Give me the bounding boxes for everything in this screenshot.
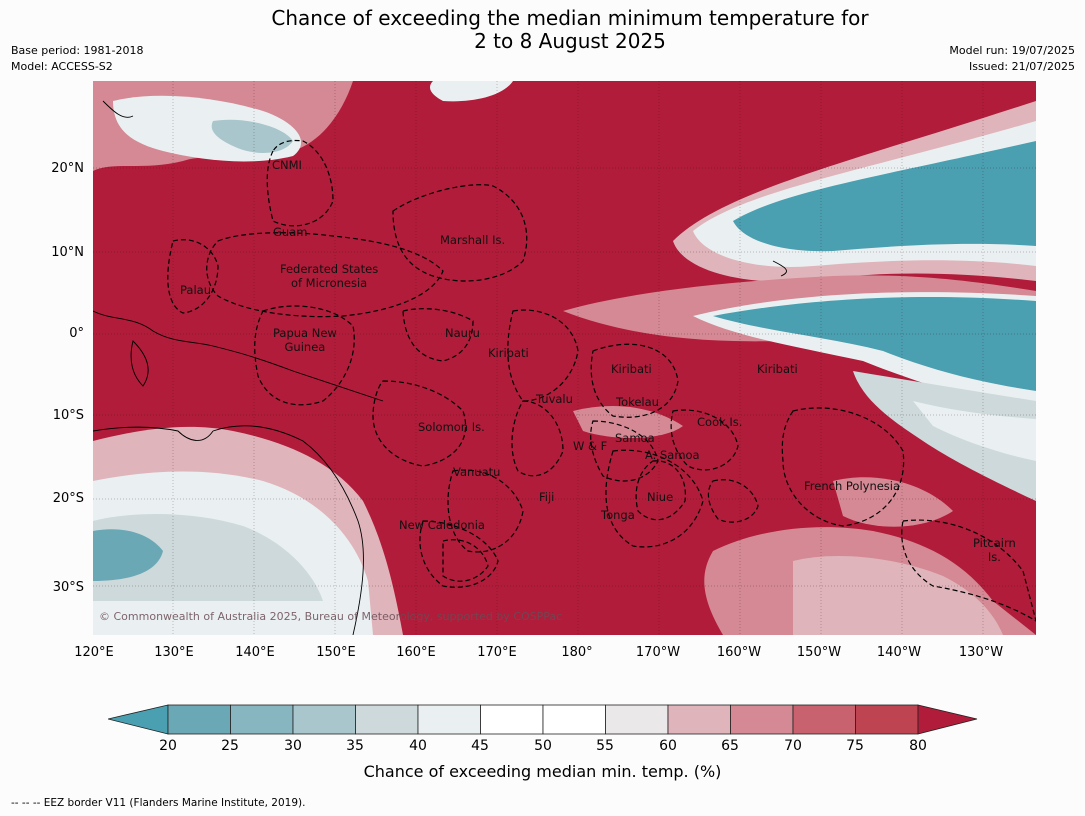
lon-label-160w: 160°W bbox=[716, 645, 762, 660]
colorbar-45-50 bbox=[480, 704, 544, 735]
colorbar-tick-25: 25 bbox=[221, 738, 239, 754]
lon-label-140e: 140°E bbox=[235, 645, 275, 660]
north-west-pacific-anomaly bbox=[93, 81, 513, 171]
lat-label-30s: 30°S bbox=[52, 580, 84, 595]
label-pitcairn: Pitcairn Is. bbox=[973, 536, 1016, 564]
label-vanuatu: Vanuatu bbox=[453, 465, 501, 479]
colorbar-tick-50: 50 bbox=[534, 738, 552, 754]
label-kiribati-east: Kiribati bbox=[757, 362, 798, 376]
colorbar-50-55 bbox=[542, 704, 606, 735]
label-pitcairn-line1: Pitcairn bbox=[973, 536, 1016, 550]
colorbar-tick-65: 65 bbox=[721, 738, 739, 754]
colorbar-tick-30: 30 bbox=[284, 738, 302, 754]
label-american-samoa: A. Samoa bbox=[645, 448, 700, 462]
colorbar-tick-70: 70 bbox=[784, 738, 802, 754]
eez-borders bbox=[167, 139, 1036, 622]
colorbar-55-60 bbox=[605, 704, 669, 735]
colorbar-tick-55: 55 bbox=[596, 738, 614, 754]
label-fiji: Fiji bbox=[539, 490, 555, 504]
colorbar-tick-80: 80 bbox=[909, 738, 927, 754]
colorbar-25-30 bbox=[230, 704, 294, 735]
lon-label-170w: 170°W bbox=[635, 645, 681, 660]
australia-anomaly bbox=[93, 426, 403, 635]
lon-label-130e: 130°E bbox=[154, 645, 194, 660]
label-fsm-line2: of Micronesia bbox=[290, 276, 368, 290]
label-guam: Guam bbox=[273, 225, 308, 239]
lon-label-130w: 130°W bbox=[958, 645, 1004, 660]
colorbar-tick-20: 20 bbox=[159, 738, 177, 754]
label-niue: Niue bbox=[647, 490, 674, 504]
label-fsm-line1: Federated States bbox=[280, 262, 379, 276]
label-png-line1: Papua New bbox=[273, 326, 337, 340]
lon-label-160e: 160°E bbox=[396, 645, 436, 660]
colorbar bbox=[108, 704, 978, 735]
lat-label-10s: 10°S bbox=[52, 408, 84, 423]
model-run: Model run: 19/07/2025 bbox=[949, 44, 1075, 57]
colorbar-65-70 bbox=[730, 704, 794, 735]
label-fsm: Federated States of Micronesia bbox=[280, 262, 378, 290]
label-kiribati-west: Kiribati bbox=[488, 346, 529, 360]
label-marshall: Marshall Is. bbox=[440, 233, 506, 247]
colorbar-75-80 bbox=[855, 704, 919, 735]
colorbar-40-45 bbox=[417, 704, 481, 735]
label-tokelau: Tokelau bbox=[616, 395, 659, 409]
label-png-line2: Guinea bbox=[284, 340, 326, 354]
south-pacific-patches bbox=[573, 406, 1036, 635]
title-line-2: 2 to 8 August 2025 bbox=[474, 29, 666, 53]
title-line-1: Chance of exceeding the median minimum t… bbox=[271, 6, 869, 30]
meta-right: Model run: 19/07/2025 Issued: 21/07/2025 bbox=[949, 43, 1075, 75]
map-title: Chance of exceeding the median minimum t… bbox=[0, 7, 1085, 53]
colorbar-tick-75: 75 bbox=[846, 738, 864, 754]
model-name: Model: ACCESS-S2 bbox=[11, 60, 113, 73]
colorbar-tick-60: 60 bbox=[659, 738, 677, 754]
copyright-credit: © Commonwealth of Australia 2025, Bureau… bbox=[99, 610, 563, 623]
label-tuvalu: Tuvalu bbox=[536, 392, 573, 406]
colorbar-gt80 bbox=[917, 704, 978, 735]
label-french-polynesia: French Polynesia bbox=[804, 479, 901, 493]
eez-footnote: -- -- -- EEZ border V11 (Flanders Marine… bbox=[11, 797, 306, 809]
issued-date: Issued: 21/07/2025 bbox=[968, 60, 1075, 73]
forecast-map bbox=[93, 81, 1036, 635]
lon-label-120e: 120°E bbox=[74, 645, 114, 660]
label-nauru: Nauru bbox=[445, 326, 480, 340]
colorbar-tick-40: 40 bbox=[409, 738, 427, 754]
colorbar-20-25 bbox=[167, 704, 231, 735]
lat-label-20s: 20°S bbox=[52, 491, 84, 506]
lon-label-150w: 150°W bbox=[796, 645, 842, 660]
lon-label-180: 180° bbox=[561, 645, 593, 660]
colorbar-label: Chance of exceeding median min. temp. (%… bbox=[363, 762, 722, 781]
label-solomon: Solomon Is. bbox=[418, 420, 485, 434]
label-cook: Cook Is. bbox=[697, 415, 743, 429]
colorbar-tick-35: 35 bbox=[346, 738, 364, 754]
north-east-pacific-anomaly bbox=[563, 101, 1036, 501]
colorbar-70-75 bbox=[792, 704, 856, 735]
label-wallis-futuna: W & F bbox=[573, 439, 608, 453]
colorbar-60-65 bbox=[667, 704, 731, 735]
label-png: Papua New Guinea bbox=[273, 326, 337, 354]
label-pitcairn-line2: Is. bbox=[987, 550, 1001, 564]
lat-label-20n: 20°N bbox=[51, 161, 84, 176]
colorbar-tick-45: 45 bbox=[471, 738, 489, 754]
base-period: Base period: 1981-2018 bbox=[11, 44, 144, 57]
lat-label-0: 0° bbox=[69, 326, 84, 341]
lat-label-10n: 10°N bbox=[51, 245, 84, 260]
colorbar-35-40 bbox=[355, 704, 419, 735]
label-samoa: Samoa bbox=[615, 431, 655, 445]
label-tonga: Tonga bbox=[601, 508, 635, 522]
lon-label-170e: 170°E bbox=[477, 645, 517, 660]
colorbar-30-35 bbox=[292, 704, 356, 735]
meta-left: Base period: 1981-2018 Model: ACCESS-S2 bbox=[11, 43, 143, 75]
label-kiribati-central: Kiribati bbox=[611, 362, 652, 376]
colorbar-lt20 bbox=[108, 704, 169, 735]
lon-label-150e: 150°E bbox=[316, 645, 356, 660]
coastlines bbox=[93, 100, 787, 635]
label-cnmi: CNMI bbox=[272, 158, 302, 172]
label-palau: Palau bbox=[180, 283, 211, 297]
map-panel[interactable]: © Commonwealth of Australia 2025, Bureau… bbox=[93, 81, 1036, 635]
label-new-caledonia: New Caledonia bbox=[399, 518, 485, 532]
lon-label-140w: 140°W bbox=[876, 645, 922, 660]
